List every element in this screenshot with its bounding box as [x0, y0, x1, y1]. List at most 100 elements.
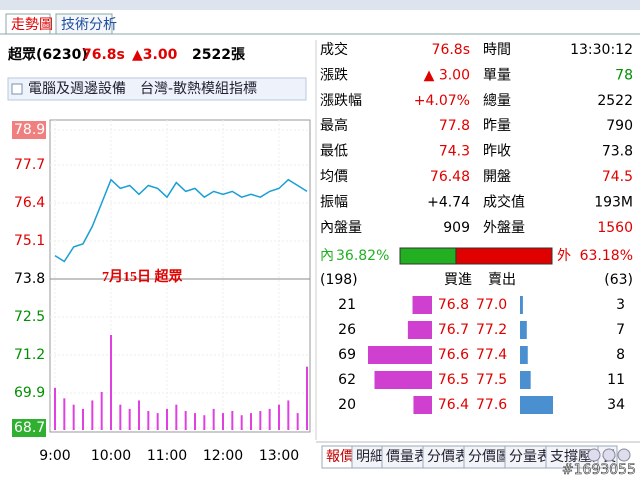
quote-label: 內盤量 [320, 220, 362, 236]
quote-label: 振幅 [320, 194, 348, 210]
bid-bar [412, 296, 432, 314]
bottom-tab-label[interactable]: 分價表 [427, 448, 469, 465]
nav-button[interactable] [587, 448, 601, 462]
stock-name: 超眾(6230) [7, 46, 88, 63]
ask-bar [520, 371, 531, 389]
volume-bar [110, 335, 112, 430]
stock-change: ▲3.00 [132, 47, 178, 63]
y-tick-box [12, 121, 46, 139]
volume-bar [287, 400, 290, 430]
quote-value: 73.8 [602, 144, 633, 160]
quote-label: 開盤 [483, 169, 511, 185]
checkbox[interactable] [11, 83, 23, 95]
ratio-value: 63.18% [580, 248, 633, 264]
quote-value: 77.8 [439, 118, 470, 134]
bid-price: 76.7 [438, 322, 469, 338]
bottom-tab-label[interactable]: 明細 [356, 449, 384, 465]
x-tick-label: 10:00 [91, 448, 131, 464]
ratio-bar [455, 247, 553, 265]
indicator-box [7, 77, 307, 101]
volume-bar [240, 415, 243, 430]
quote-label: 成交 [320, 41, 348, 58]
ratio-label: 內 [320, 248, 334, 264]
ask-volume: 11 [607, 372, 625, 388]
volume-bar [91, 400, 94, 430]
tab[interactable] [55, 13, 113, 35]
volume-bar [203, 415, 206, 430]
bid-volume: 20 [338, 397, 356, 413]
y-tick-label: 76.4 [14, 195, 45, 211]
annotation: 7月15日 超眾 [102, 268, 183, 285]
x-tick-label: 11:00 [147, 448, 187, 464]
ask-volume: 34 [607, 397, 625, 413]
volume-bar [194, 413, 196, 430]
ask-bar [520, 396, 553, 414]
y-tick-label: 72.5 [14, 309, 45, 325]
tab-label[interactable]: 走勢圖 [11, 17, 53, 33]
ask-price: 77.4 [476, 347, 507, 363]
quote-value: 909 [443, 220, 470, 236]
quote-value: +4.74 [427, 194, 470, 210]
bottom-tab-label[interactable]: 分價圖 [468, 448, 510, 465]
tab[interactable] [5, 13, 51, 35]
volume-bar [184, 411, 187, 430]
volume-bar [63, 398, 66, 430]
bid-total: (198) [320, 272, 358, 288]
y-tick-label: 69.9 [14, 385, 45, 401]
volume-bar [278, 404, 280, 430]
nav-button[interactable] [602, 448, 616, 462]
volume-bar [128, 408, 131, 430]
ratio-value: 36.82% [336, 248, 389, 264]
index[interactable]: 台灣-散熱模組指標 [140, 81, 257, 97]
ask-total: (63) [604, 272, 633, 288]
quote-value: 193M [594, 194, 633, 210]
ask-price: 77.0 [476, 297, 507, 313]
quote-label: 總量 [483, 92, 511, 109]
volume-bar [231, 411, 234, 430]
ask-price: 77.5 [476, 372, 507, 388]
volume-bar [166, 408, 168, 430]
quote-value: 76.8s [432, 42, 470, 58]
volume-bar [222, 413, 224, 430]
stock-volume: 2522張 [192, 47, 246, 63]
bottom-tab-label[interactable]: 價量表 [386, 448, 428, 465]
quote-label: 最低 [320, 144, 348, 160]
bid-bar [368, 346, 432, 364]
x-tick-label: 13:00 [259, 448, 299, 464]
bottom-tab-label[interactable]: 報價 [326, 448, 354, 465]
volume-bar [268, 408, 271, 430]
y-tick-label: 73.8 [14, 271, 45, 287]
quote-label: 昨量 [483, 118, 511, 134]
bottom-tab-label[interactable]: 分量表 [509, 449, 551, 465]
quote-label: 單量 [483, 67, 511, 83]
bid-price: 76.4 [438, 397, 469, 413]
quote-label: 均價 [320, 168, 348, 185]
industry[interactable]: 電腦及週邊設備 [28, 81, 126, 97]
volume-bar [147, 411, 150, 430]
ask-volume: 8 [616, 347, 625, 363]
bid-bar [374, 371, 432, 389]
quote-value: 13:30:12 [570, 42, 633, 58]
top-strip [0, 0, 640, 10]
ratio-bar [399, 247, 457, 265]
quote-value: 74.5 [602, 169, 633, 185]
quote-value: 790 [606, 118, 633, 134]
volume-bar [54, 387, 56, 430]
tab-label[interactable]: 技術分析 [61, 17, 117, 33]
volume-bar [175, 404, 178, 430]
bid-bar [407, 321, 432, 339]
volume-bar [259, 411, 262, 430]
volume-bar [156, 413, 159, 430]
volume-bar [212, 408, 215, 430]
y-tick-label: 71.2 [14, 347, 45, 363]
quote-value: ▲ 3.00 [424, 67, 470, 83]
quote-value: 78 [615, 67, 633, 83]
volume-bar [250, 413, 252, 430]
nav-button[interactable] [617, 448, 631, 462]
quote-value: 74.3 [439, 144, 470, 160]
volume-bar [100, 392, 103, 430]
plot-area [49, 119, 311, 433]
stock-price: 76.8s [82, 47, 125, 63]
quote-label: 最高 [320, 117, 348, 134]
